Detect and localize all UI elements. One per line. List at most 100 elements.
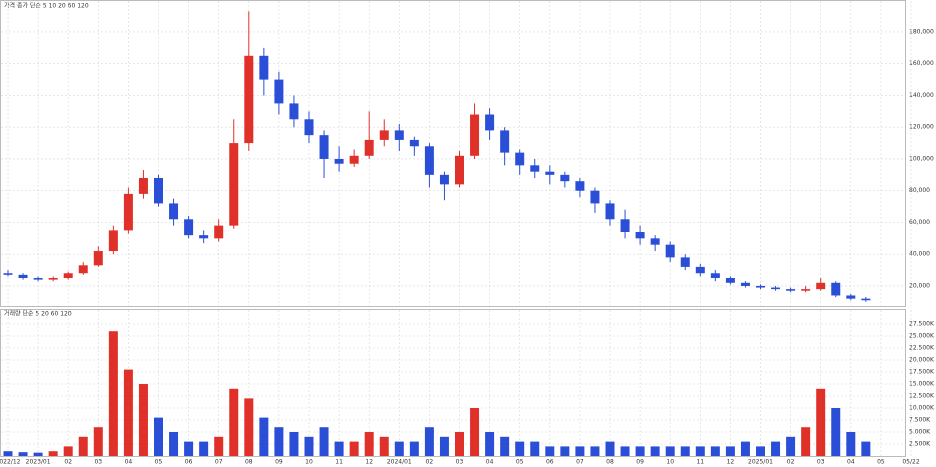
volume-bar (710, 446, 720, 456)
volume-bar (349, 441, 359, 456)
candle-body (274, 79, 284, 104)
candle-body (725, 278, 735, 283)
volume-bar (424, 427, 434, 456)
x-tick-label: 02 (426, 459, 434, 466)
volume-bar (831, 408, 841, 456)
volume-bar (18, 452, 28, 456)
volume-bar (756, 446, 765, 456)
y-tick-label: 60,000 (909, 219, 930, 226)
volume-bar (439, 436, 449, 456)
y2-tick-label: 27.500K (909, 321, 935, 328)
y2-tick-label: 2.500K (909, 441, 931, 448)
x-tick-label: 2024/01 (387, 459, 412, 466)
volume-bar (244, 398, 254, 456)
candle-body (334, 158, 344, 164)
volume-bar (816, 388, 826, 456)
volume-bar (304, 436, 314, 456)
volume-bar (123, 369, 133, 456)
candle-body (470, 114, 480, 156)
volume-bar (740, 441, 750, 456)
y-tick-label: 120,000 (909, 124, 934, 131)
candle-body (846, 295, 856, 299)
candle-body (545, 171, 555, 175)
x-tick-label: 09 (636, 459, 644, 466)
candle-body (3, 273, 13, 275)
candle-body (650, 238, 660, 245)
candle-body (801, 289, 811, 291)
x-tick-label: 11 (696, 459, 704, 466)
y-tick-label: 20,000 (909, 282, 930, 289)
x-tick-label: 10 (666, 459, 674, 466)
volume-panel (0, 309, 906, 457)
volume-bar (138, 384, 148, 456)
candle-body (590, 190, 600, 204)
volume-bar (725, 446, 735, 456)
candle-body (439, 174, 449, 185)
candle-body (63, 273, 73, 279)
candle-body (93, 251, 103, 266)
volume-legend: 거래량 단순 5 20 60 120 (4, 310, 72, 318)
x-tick-label: 04 (847, 459, 855, 466)
volume-bar (169, 432, 179, 456)
y2-tick-label: 15.000K (909, 381, 935, 388)
volume-bar (184, 441, 194, 456)
y2-tick-label: 7.500K (909, 417, 931, 424)
volume-bar (455, 432, 464, 456)
x-tick-label: 2022/12 (0, 459, 21, 466)
volume-bar (379, 436, 389, 456)
volume-bar (364, 432, 374, 456)
x-tick-label: 07 (215, 459, 223, 466)
candle-body (455, 155, 464, 185)
candle-body (169, 203, 179, 220)
volume-bar (650, 446, 660, 456)
candle-body (214, 225, 224, 239)
x-tick-label: 02 (64, 459, 72, 466)
volume-bar (695, 446, 705, 456)
x-tick-label: 03 (456, 459, 464, 466)
volume-bar (289, 432, 299, 456)
candle-body (138, 178, 148, 194)
candle-body (560, 174, 570, 182)
x-tick-label: 12 (365, 459, 373, 466)
volume-bar (63, 446, 73, 456)
x-tick-label: 2025/01 (748, 459, 773, 466)
x-tick-label: 03 (94, 459, 102, 466)
y2-tick-label: 22.500K (909, 345, 935, 352)
volume-bar (590, 446, 600, 456)
candle-body (304, 119, 314, 136)
candle-body (154, 178, 163, 204)
volume-bar (394, 441, 404, 456)
volume-bar (33, 452, 43, 456)
volume-bar (319, 427, 329, 456)
x-tick-label: 05/22 (902, 459, 919, 466)
x-tick-label: 05 (516, 459, 524, 466)
x-tick-label: 05 (155, 459, 163, 466)
candle-body (680, 257, 690, 267)
candle-body (605, 203, 615, 220)
volume-bar (771, 441, 781, 456)
candle-body (123, 193, 133, 231)
volume-bar (801, 427, 811, 456)
candle-body (18, 274, 28, 279)
volume-bar (846, 432, 856, 456)
volume-bar (199, 441, 209, 456)
x-tick-label: 06 (546, 459, 554, 466)
volume-bar (154, 417, 163, 456)
candle-body (364, 139, 374, 156)
volume-bar (259, 417, 269, 456)
candle-body (756, 285, 765, 288)
x-tick-label: 09 (275, 459, 283, 466)
volume-bar (93, 427, 103, 456)
candle-body (740, 282, 750, 286)
candle-body (244, 55, 254, 144)
volume-bar (470, 408, 480, 456)
volume-bar (485, 432, 495, 456)
volume-bar (229, 388, 239, 456)
y2-tick-label: 10.000K (909, 405, 935, 412)
y-tick-label: 140,000 (909, 92, 934, 99)
volume-bar (575, 446, 585, 456)
volume-bar (530, 441, 540, 456)
volume-bar (48, 451, 58, 456)
candle-body (635, 231, 645, 239)
x-tick-label: 04 (486, 459, 494, 466)
